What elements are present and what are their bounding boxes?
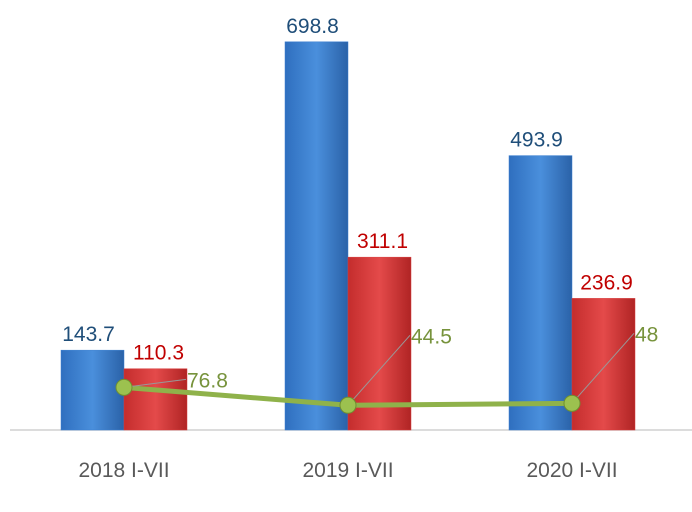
data-label: 311.1 [357,230,408,253]
bar [572,298,635,430]
x-tick-label: 2018 I-VII [78,459,169,482]
bar [509,156,572,430]
data-label: 44.5 [411,325,452,348]
line-point [564,395,580,411]
bar [124,369,187,430]
line-point [340,397,356,413]
x-tick-label: 2019 I-VII [302,459,393,482]
data-label: 493.9 [510,129,563,152]
bar [285,42,348,430]
x-tick-label: 2020 I-VII [526,459,617,482]
line-point [116,379,132,395]
data-label: 236.9 [580,271,633,294]
page: {"chart_data": {"type": "bar", "categori… [0,0,692,512]
data-label: 698.8 [286,15,339,38]
chart: 143.7 698.8 493.9 110.3 311.1 236.9 76.8 44.5 48… [0,0,692,512]
bar [61,350,124,430]
data-label: 143.7 [62,323,115,346]
data-label: 48 [635,323,658,346]
data-label: 76.8 [187,369,228,392]
data-label: 110.3 [133,342,184,365]
